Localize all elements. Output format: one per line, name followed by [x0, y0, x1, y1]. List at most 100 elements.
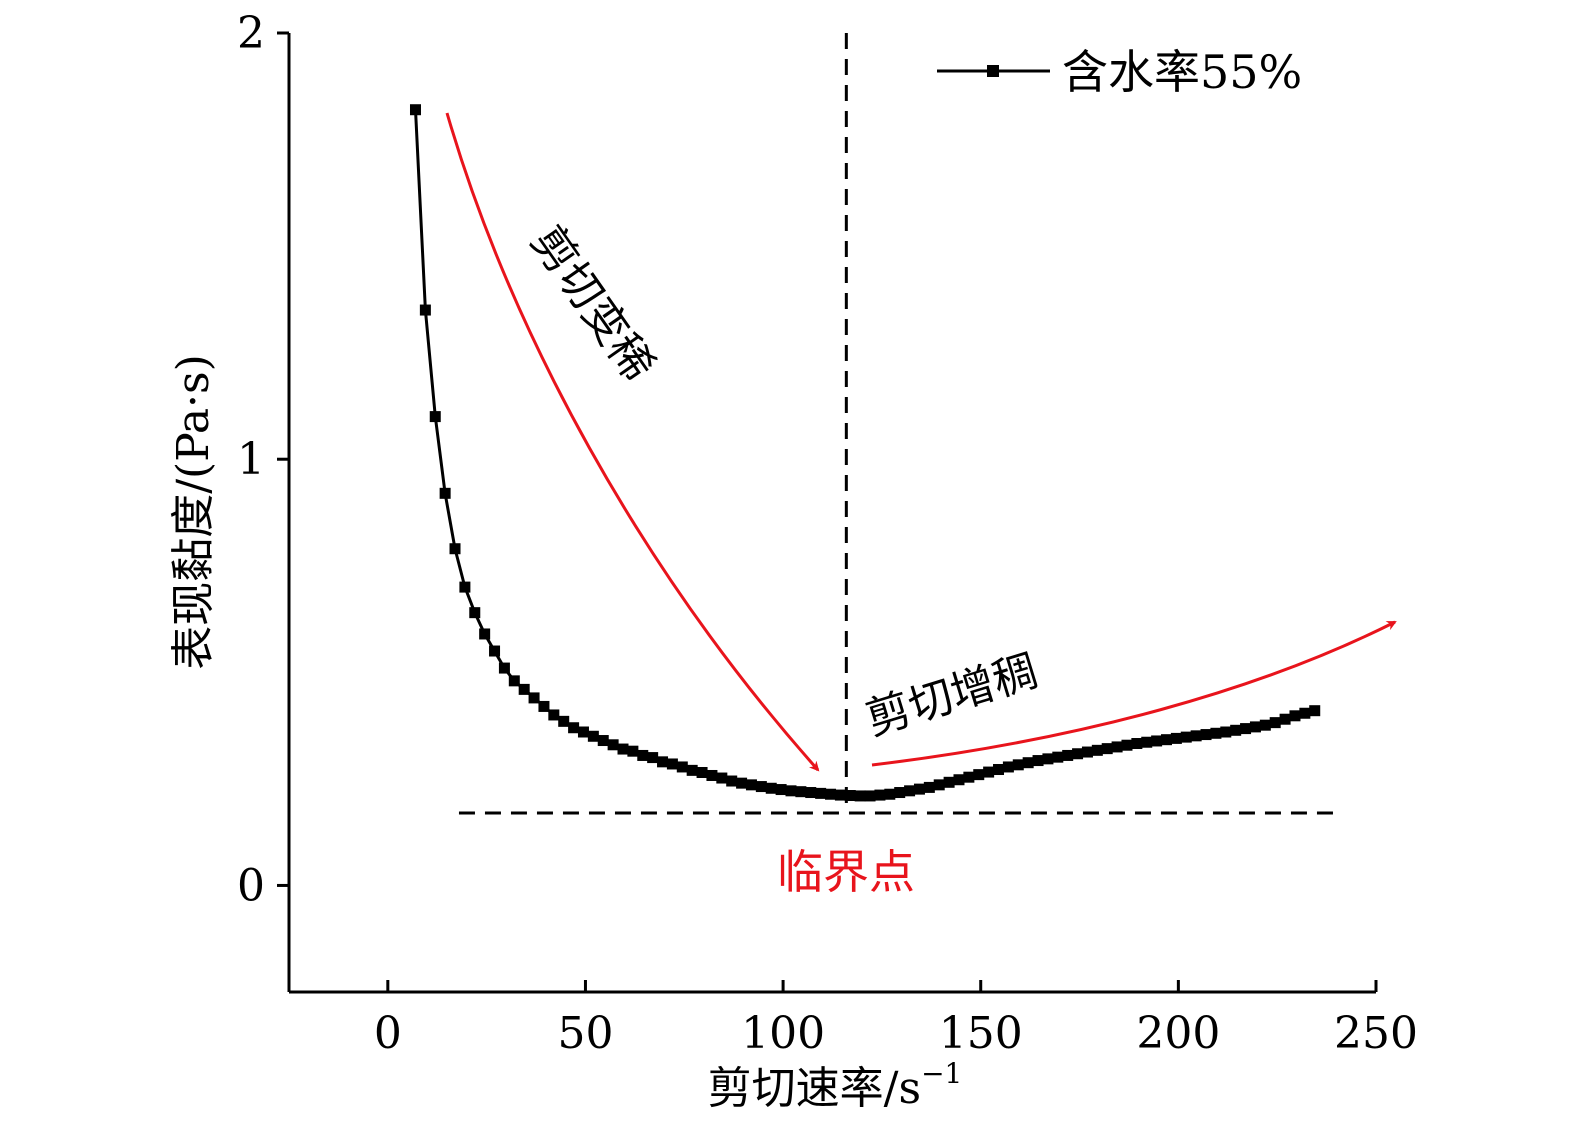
data-point — [963, 771, 975, 783]
data-point — [825, 788, 837, 800]
data-point — [1200, 729, 1212, 741]
data-point — [548, 709, 560, 721]
y-tick-label-1: 1 — [237, 434, 265, 485]
data-point — [923, 781, 935, 793]
data-point — [568, 722, 580, 734]
data-point — [815, 787, 827, 799]
data-point — [765, 782, 777, 794]
data-point — [844, 790, 856, 802]
data-point — [1062, 749, 1074, 761]
data-point — [973, 769, 985, 781]
data-point — [1032, 755, 1044, 767]
data-point — [1101, 743, 1113, 755]
data-point — [696, 766, 708, 778]
data-point — [864, 790, 876, 802]
data-point — [657, 756, 669, 768]
data-point — [498, 662, 510, 674]
data-point — [518, 683, 530, 695]
data-point — [1249, 721, 1261, 733]
data-point — [1091, 744, 1103, 756]
data-point — [884, 788, 896, 800]
shear-thickening-arrow — [871, 620, 1397, 767]
data-point — [775, 784, 787, 796]
data-point — [528, 692, 540, 704]
data-point — [1210, 727, 1222, 739]
data-point — [647, 752, 659, 764]
data-point — [617, 743, 629, 755]
data-point — [943, 776, 955, 788]
data-point — [993, 764, 1005, 776]
data-point — [1180, 731, 1192, 743]
data-point — [429, 411, 441, 423]
x-ticks — [386, 980, 1378, 992]
data-point — [1170, 732, 1182, 744]
data-point — [1230, 724, 1242, 736]
data-point — [913, 783, 925, 795]
legend-label: 含水率55% — [1062, 45, 1302, 99]
data-point — [1299, 707, 1311, 719]
y-tick-label-0: 0 — [237, 860, 265, 911]
shear-thickening-label: 剪切增稠 — [860, 645, 1043, 745]
x-axis-title-sup: −1 — [921, 1057, 962, 1090]
data-point — [1151, 735, 1163, 747]
data-point — [1081, 746, 1093, 758]
shear-thinning-arrow — [445, 112, 820, 772]
critical-point-label: 临界点 — [777, 845, 915, 899]
x-tick-label-0: 0 — [374, 1008, 402, 1059]
data-point — [419, 304, 431, 316]
data-point — [597, 735, 609, 747]
data-point — [795, 786, 807, 798]
data-point — [627, 745, 639, 757]
x-tick-labels: 0 50 100 150 200 250 — [374, 1008, 1418, 1059]
data-point — [1220, 726, 1232, 738]
data-point — [469, 607, 481, 619]
x-tick-label-200: 200 — [1136, 1008, 1220, 1059]
data-point — [726, 775, 738, 787]
data-point — [1042, 753, 1054, 765]
data-point — [1012, 759, 1024, 771]
data-point — [933, 779, 945, 791]
data-point — [1279, 713, 1291, 725]
data-point — [805, 787, 817, 799]
data-point — [607, 739, 619, 751]
y-axis-title: 表现黏度/(Pa·s) — [168, 354, 219, 670]
data-point — [1161, 734, 1173, 746]
data-point — [745, 779, 757, 791]
series-line-water-55 — [414, 109, 1316, 798]
data-point — [706, 769, 718, 781]
data-point — [1022, 757, 1034, 769]
series-markers — [409, 104, 1321, 802]
data-point — [479, 628, 491, 640]
x-tick-label-50: 50 — [557, 1008, 613, 1059]
data-point — [1289, 710, 1301, 722]
data-point — [449, 543, 461, 555]
data-point — [736, 777, 748, 789]
data-point — [1141, 736, 1153, 748]
x-axis-title-main: 剪切速率/s — [708, 1063, 921, 1114]
shear-thinning-label: 剪切变稀 — [521, 217, 664, 390]
data-point — [587, 730, 599, 742]
data-point — [558, 715, 570, 727]
data-point — [439, 487, 451, 499]
data-point — [686, 764, 698, 776]
data-point — [666, 758, 678, 770]
data-point — [894, 787, 906, 799]
data-point — [1052, 751, 1064, 763]
data-point — [459, 581, 471, 593]
x-tick-label-100: 100 — [741, 1008, 825, 1059]
data-point — [637, 749, 649, 761]
data-point — [904, 785, 916, 797]
data-point — [953, 774, 965, 786]
data-point — [489, 645, 501, 657]
data-point — [874, 789, 886, 801]
x-tick-label-150: 150 — [939, 1008, 1023, 1059]
x-tick-label-250: 250 — [1334, 1008, 1418, 1059]
y-tick-label-2: 2 — [237, 8, 265, 59]
data-point — [834, 789, 846, 801]
data-point — [1111, 741, 1123, 753]
y-ticks — [277, 31, 289, 887]
data-point — [716, 772, 728, 784]
data-point — [577, 726, 589, 738]
data-point — [676, 761, 688, 773]
